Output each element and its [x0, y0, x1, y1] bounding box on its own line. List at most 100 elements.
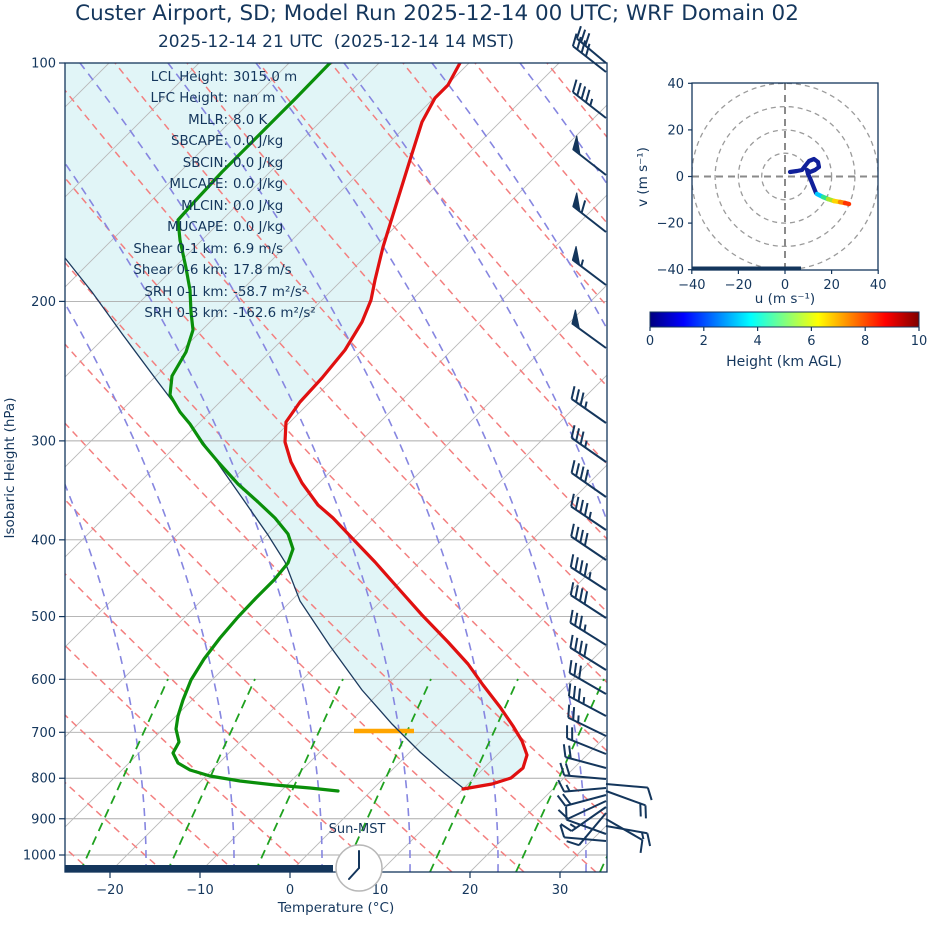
- wind-barbs: [556, 25, 653, 854]
- stat-value: 6.9 m/s: [233, 241, 284, 257]
- colorbar-tick-label: 0: [646, 334, 654, 349]
- mixing-ratio-line: [599, 854, 607, 872]
- parcel-path: [65, 257, 464, 789]
- colorbar-tick-label: 8: [861, 334, 869, 349]
- y-tick-label: 600: [31, 673, 56, 688]
- dewpoint-curve: [168, 63, 340, 793]
- colorbar-tick-label: 4: [753, 334, 761, 349]
- stat-row: SBCIN: 0.0 J/kg: [70, 153, 316, 174]
- mixing-ratio-line: [342, 678, 432, 872]
- moist-adiabat-line: [608, 63, 928, 872]
- stat-row: Shear 0-6 km: 17.8 m/s: [70, 260, 316, 281]
- stat-value: 8.0 K: [233, 112, 268, 128]
- stat-label: LFC Height:: [150, 91, 228, 107]
- figure-title: Custer Airport, SD; Model Run 2025-12-14…: [75, 1, 799, 26]
- wind-barb: [565, 794, 607, 807]
- stat-label: MLCAPE:: [169, 177, 228, 193]
- stat-label: MUCAPE:: [167, 220, 228, 236]
- colorbar-label: Height (km AGL): [726, 354, 842, 370]
- isotherm-line: [65, 194, 607, 738]
- dry-adiabat-line: [258, 63, 607, 466]
- wind-barb: [570, 594, 607, 619]
- isotherm-line: [65, 63, 380, 378]
- y-tick-label: 300: [31, 434, 56, 449]
- x-tick-label: 30: [552, 883, 569, 898]
- hodograph-surface-bar: [692, 266, 801, 270]
- stat-label: SRH 0-1 km:: [144, 284, 228, 300]
- x-tick-label: 20: [462, 883, 479, 898]
- stat-row: Shear 0-1 km: 6.9 m/s: [70, 239, 316, 260]
- mixing-ratio-line: [79, 678, 169, 872]
- colorbar-tick-label: 2: [700, 334, 708, 349]
- wind-barb: [605, 825, 648, 835]
- mixing-ratio-line: [254, 678, 344, 872]
- temperature-curve: [283, 63, 529, 791]
- wind-barb: [566, 737, 607, 755]
- y-tick-label: 500: [31, 610, 56, 625]
- hodograph-v-tick-label: −20: [657, 217, 684, 232]
- stat-label: LCL Height:: [150, 70, 228, 85]
- mixing-ratio-line: [429, 678, 519, 872]
- wind-barb: [605, 790, 646, 807]
- hodograph-v-tick-label: −40: [657, 263, 684, 278]
- stat-label: MLLR:: [188, 112, 228, 128]
- wind-barb: [569, 621, 607, 646]
- hodograph-u-tick-label: −20: [725, 278, 752, 293]
- isotherm-line: [109, 374, 607, 872]
- stat-row: MLCIN: 0.0 J/kg: [70, 196, 316, 217]
- stat-value: 0.0 J/kg: [233, 220, 284, 236]
- wind-barb: [571, 437, 607, 463]
- wind-barb: [564, 787, 607, 793]
- stat-row: MLCAPE: 0.0 J/kg: [70, 174, 316, 195]
- wind-barb: [569, 646, 607, 671]
- y-tick-label: 400: [31, 533, 56, 548]
- isotherm-line: [65, 63, 470, 468]
- y-tick-label: 1000: [23, 849, 56, 864]
- wind-barb: [567, 716, 607, 737]
- wind-barb: [572, 45, 607, 73]
- stat-row: MUCAPE: 0.0 J/kg: [70, 217, 316, 238]
- mixing-ratio-line: [687, 679, 775, 872]
- dry-adiabat-line: [114, 63, 607, 613]
- hodograph-v-tick-label: 0: [676, 170, 684, 185]
- skewt-plot-area: [65, 63, 928, 872]
- hodograph-trace-low: [787, 156, 822, 196]
- isotherm-line: [469, 734, 607, 872]
- y-tick-label: 200: [31, 295, 56, 310]
- stat-value: 0.0 J/kg: [233, 134, 284, 150]
- isotherm-line: [65, 63, 560, 558]
- y-tick-label: 700: [31, 726, 56, 741]
- stat-label: SBCAPE:: [170, 134, 228, 150]
- wind-barb: [605, 783, 648, 789]
- stat-row: SRH 0-3 km: -162.6 m²/s²: [70, 303, 315, 324]
- hodograph-u-tick-label: 40: [870, 278, 887, 293]
- dry-adiabat-line: [402, 63, 607, 308]
- moist-adiabat-line: [255, 63, 587, 872]
- hodograph-u-tick-label: 20: [823, 278, 840, 293]
- hodograph-ring: [737, 129, 833, 224]
- stat-label: SBCIN:: [182, 155, 228, 171]
- y-tick-label: 100: [31, 57, 56, 72]
- wind-barb: [564, 774, 607, 780]
- stat-row: MLLR: 8.0 K: [70, 110, 316, 131]
- hodograph: −40 −20 0 20 40 −40 −20 0 20 40 u (m s⁻¹) v (m s⁻¹): [635, 77, 886, 307]
- isotherm-line: [559, 824, 607, 872]
- stat-value: 17.8 m/s: [233, 263, 292, 279]
- moist-adiabat-line: [65, 302, 235, 872]
- hodograph-u-tick-label: 0: [781, 278, 789, 293]
- height-colorbar: 0 2 4 6 8 10 Height (km AGL): [646, 311, 928, 370]
- moist-adiabat-line: [431, 63, 607, 331]
- hodograph-u-tick-label: −40: [678, 278, 705, 293]
- dry-adiabat-line: [619, 63, 928, 872]
- colorbar-tick-label: 10: [911, 334, 928, 349]
- y-tick-label: 900: [31, 812, 56, 827]
- moist-adiabat-line: [65, 161, 323, 872]
- isotherm-line: [199, 464, 607, 872]
- stat-row: LCL Height: 3015.0 m: [70, 67, 316, 88]
- x-tick-label: −20: [96, 883, 123, 898]
- stat-value: 3015.0 m: [233, 70, 298, 85]
- hodograph-v-tick-label: 20: [667, 123, 684, 138]
- wind-barb: [571, 398, 607, 424]
- hodograph-v-tick-label: 40: [667, 77, 684, 92]
